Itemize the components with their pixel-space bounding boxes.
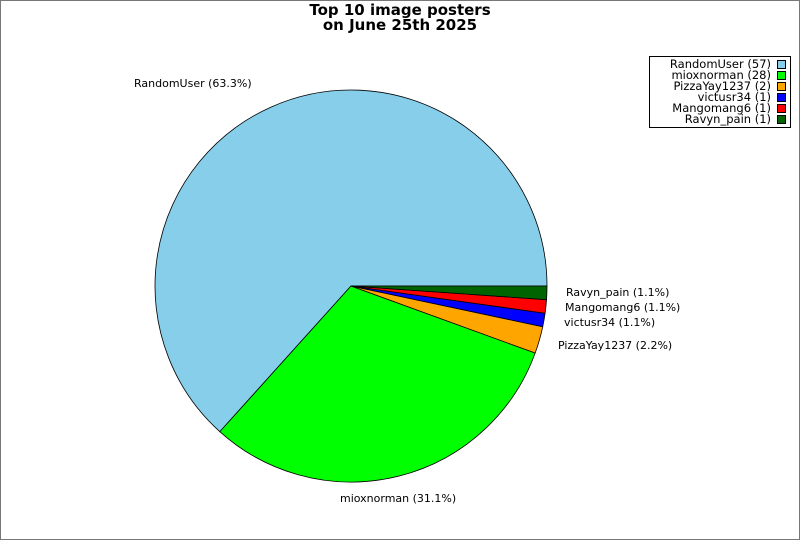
legend-swatch — [777, 93, 786, 102]
legend-swatch — [777, 104, 786, 113]
legend-item: victusr34 (1) — [650, 90, 786, 104]
legend-swatch — [777, 60, 786, 69]
slice-label-ravyn_pain: Ravyn_pain (1.1%) — [566, 286, 669, 299]
slice-label-mangomang6: Mangomang6 (1.1%) — [565, 301, 680, 314]
slice-label-mioxnorman: mioxnorman (31.1%) — [340, 492, 456, 505]
legend-label: Mangomang6 (1) — [672, 101, 771, 115]
chart-title: Top 10 image posters on June 25th 2025 — [1, 3, 799, 33]
legend-item: Ravyn_pain (1) — [650, 112, 786, 126]
legend: RandomUser (57) mioxnorman (28) PizzaYay12… — [649, 56, 791, 128]
chart-title-line-2: on June 25th 2025 — [322, 16, 478, 34]
legend-label: mioxnorman (28) — [671, 68, 771, 82]
legend-item: RandomUser (57) — [650, 57, 786, 71]
chart-title-line-1: Top 10 image posters — [309, 1, 491, 19]
legend-swatch — [777, 115, 786, 124]
legend-label: Ravyn_pain (1) — [684, 112, 771, 126]
legend-swatch — [777, 82, 786, 91]
pie-slice-ravyn_pain — [350, 285, 548, 301]
pie-slice-mioxnorman — [219, 285, 536, 483]
slice-label-pizzayay1237: PizzaYay1237 (2.2%) — [558, 339, 672, 352]
legend-label: PizzaYay1237 (2) — [673, 79, 771, 93]
legend-item: PizzaYay1237 (2) — [650, 79, 786, 93]
slice-label-randomuser: RandomUser (63.3%) — [134, 77, 252, 90]
legend-item: mioxnorman (28) — [650, 68, 786, 82]
legend-label: victusr34 (1) — [697, 90, 771, 104]
legend-swatch — [777, 71, 786, 80]
pie-slice-randomuser — [154, 89, 548, 433]
legend-item: Mangomang6 (1) — [650, 101, 786, 115]
slice-label-victusr34: victusr34 (1.1%) — [564, 316, 655, 329]
legend-label: RandomUser (57) — [669, 57, 771, 71]
